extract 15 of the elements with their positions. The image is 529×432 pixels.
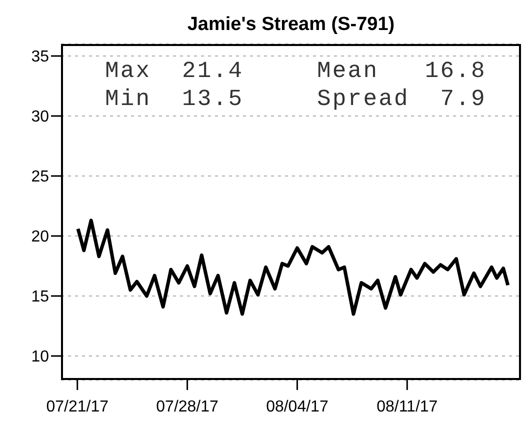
y-tick-label: 30 <box>31 108 50 126</box>
annotation: Min 13.5 <box>105 86 244 112</box>
annotation: Spread 7.9 <box>317 86 486 112</box>
x-tick-label: 07/28/17 <box>156 398 219 416</box>
chart-title: Jamie's Stream (S-791) <box>186 14 396 36</box>
x-tick-label: 08/11/17 <box>376 398 438 416</box>
y-tick-label: 25 <box>31 168 50 186</box>
y-tick-label: 20 <box>31 228 50 246</box>
y-tick-label: 35 <box>31 48 50 66</box>
annotation: Mean 16.8 <box>317 58 486 84</box>
y-tick-label: 10 <box>31 348 50 366</box>
x-tick-label: 08/04/17 <box>266 398 328 416</box>
y-tick-label: 15 <box>31 288 50 306</box>
annotation: Max 21.4 <box>105 58 244 84</box>
x-tick-label: 07/21/17 <box>46 398 109 416</box>
